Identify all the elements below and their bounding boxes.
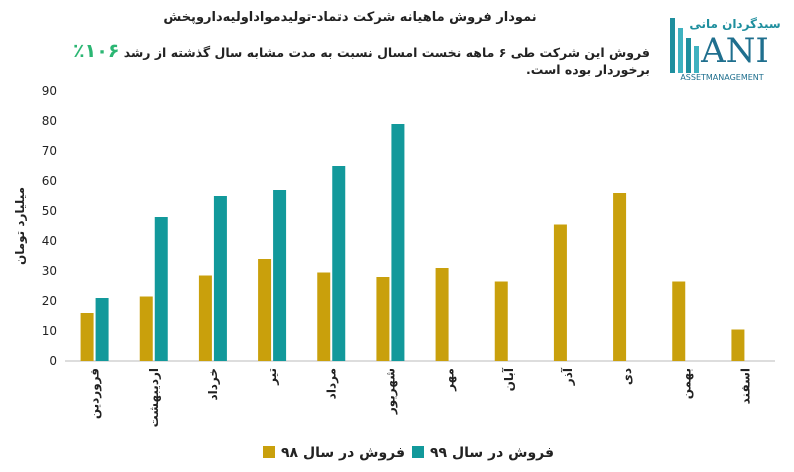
logo-tagline: ASSETMANAGEMENT [680, 73, 763, 82]
y-tick-label: 70 [42, 144, 57, 158]
legend-swatch [263, 446, 275, 458]
bar [332, 166, 346, 361]
y-axis-label: میلیارد تومان [13, 187, 28, 265]
legend-swatch [412, 446, 424, 458]
bar [213, 196, 227, 361]
bar [80, 313, 94, 361]
y-tick-label: 10 [42, 324, 57, 338]
legend-label: فروش در سال ۹۹ [430, 445, 554, 461]
x-tick-label: شهریور [383, 368, 398, 415]
subtitle-text: فروش این شرکت طی ۶ ماهه نخست امسال نسبت … [123, 45, 650, 60]
bar [317, 272, 331, 361]
logo-bar [678, 28, 683, 73]
y-tick-label: 20 [42, 294, 57, 308]
x-tick-label: آذر [560, 367, 575, 386]
bar [95, 298, 109, 361]
x-tick-label: مهر [443, 368, 457, 392]
y-tick-label: 0 [49, 354, 57, 368]
y-tick-label: 30 [42, 264, 57, 278]
x-tick-label: فروردین [88, 368, 103, 419]
logo-mark: ANI [700, 31, 769, 71]
bar [391, 124, 405, 361]
x-tick-label: اسفند [738, 368, 752, 404]
logo-bar [670, 18, 675, 73]
bar [154, 217, 168, 361]
bar [258, 259, 272, 361]
bar [198, 275, 212, 361]
x-tick-label: مرداد [324, 368, 338, 399]
y-tick-label: 40 [42, 234, 57, 248]
logo: سبدگردان مانی ANI ASSETMANAGEMENT [670, 17, 781, 82]
x-tick-label: بهمن [679, 368, 693, 399]
chart-title: نمودار فروش ماهیانه شرکت دتماد-تولیدمواد… [163, 10, 537, 25]
x-tick-label: خرداد [206, 368, 220, 401]
bar [731, 329, 745, 361]
subtitle-highlight: ۱۰۶٪ [73, 40, 120, 62]
bar [553, 224, 567, 361]
logo-name: سبدگردان مانی [689, 17, 780, 31]
y-tick-label: 60 [42, 174, 57, 188]
bar [435, 268, 449, 361]
bar [376, 277, 390, 361]
x-tick-label: تیر [265, 368, 279, 386]
logo-bar [686, 38, 691, 73]
bar [139, 296, 153, 361]
bar [613, 193, 627, 361]
bar [672, 281, 686, 361]
x-tick-label: آبان [501, 367, 516, 391]
x-tick-label: دی [620, 368, 634, 385]
chart-subtitle: فروش این شرکت طی ۶ ماهه نخست امسال نسبت … [20, 40, 650, 77]
y-tick-label: 80 [42, 114, 57, 128]
logo-bar [694, 46, 699, 73]
bar [273, 190, 287, 361]
subtitle-text: برخوردار بوده است. [526, 62, 650, 77]
legend-label: فروش در سال ۹۸ [281, 445, 405, 461]
bar [494, 281, 508, 361]
y-tick-label: 50 [42, 204, 57, 218]
y-tick-label: 90 [42, 84, 57, 98]
x-tick-label: اردیبهشت [147, 368, 161, 427]
